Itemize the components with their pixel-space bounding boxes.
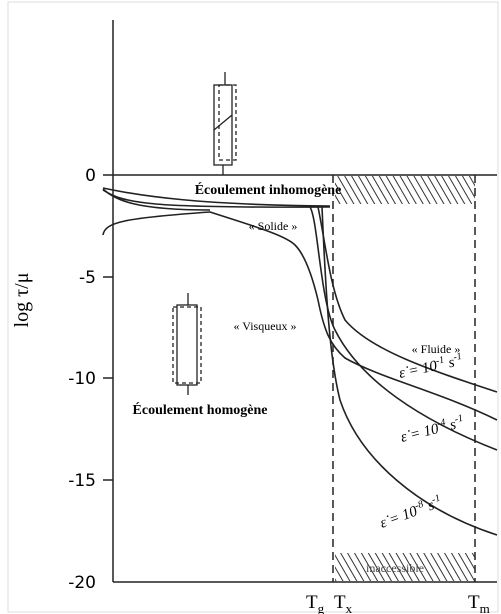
tick-sub: g: [318, 601, 325, 614]
region-label: « Visqueux »: [233, 319, 296, 333]
tick-base: T: [334, 592, 346, 613]
figure: log τ/μ 0-5-10-15-20 TgTxTm Écoulement i…: [0, 0, 501, 614]
region-label: « Solide »: [249, 219, 298, 233]
y-tick-label: -20: [68, 573, 96, 593]
y-label: log τ/μ: [11, 273, 33, 328]
region-label: Écoulement homogène: [133, 401, 268, 418]
rate-unit-exp: -1: [452, 351, 462, 363]
tick-sub: x: [346, 601, 353, 614]
rate-label: ε̇ = 10-4 s-1: [399, 413, 466, 446]
y-tick-label: 0: [85, 166, 96, 186]
rate-label: ε̇ = 10-8 s-1: [377, 493, 444, 532]
y-tick-label: -5: [79, 268, 96, 288]
specimen-icons: [173, 72, 236, 395]
frame: [8, 2, 498, 612]
region-label: Écoulement inhomogène: [195, 181, 342, 198]
rate-unit-exp: -1: [453, 413, 464, 426]
region-label: inaccessible: [366, 561, 424, 575]
y-tick-label: -15: [68, 471, 96, 491]
rate-base: ε̇ = 10: [399, 421, 441, 446]
y-tick-label: -10: [68, 369, 96, 389]
x-tick-label: Tm: [468, 592, 490, 614]
tick-sub: m: [480, 601, 490, 614]
tick-base: T: [306, 592, 318, 613]
x-tick-label: Tg: [306, 592, 325, 614]
rate-base: ε̇ = 10: [398, 358, 440, 382]
tick-base: T: [468, 592, 480, 613]
rate-base: ε̇ = 10: [378, 503, 420, 531]
x-tick-label: Tx: [334, 592, 353, 614]
hatched-top: [335, 176, 475, 204]
